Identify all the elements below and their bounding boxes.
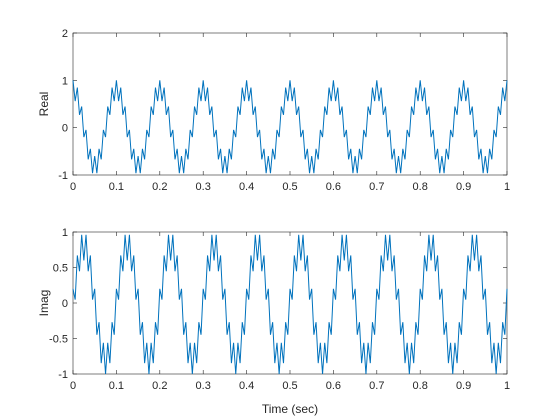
- x-tick-label: 0.3: [196, 181, 211, 193]
- x-tick-label: 1: [504, 181, 510, 193]
- x-tick-label: 0.2: [152, 181, 167, 193]
- plot-area: [72, 231, 508, 375]
- x-tick-label: 0.8: [413, 380, 428, 392]
- y-tick-label: 0: [62, 298, 68, 310]
- x-tick-label: 0.9: [456, 380, 471, 392]
- x-tick-label: 0: [70, 181, 76, 193]
- x-tick-label: 0.4: [239, 181, 254, 193]
- y-axis-label: Imag: [37, 290, 51, 317]
- x-tick-label: 0.6: [326, 380, 341, 392]
- y-tick-label: 0.5: [53, 263, 68, 275]
- y-axis-label: Real: [37, 92, 51, 117]
- x-tick-label: 0.5: [282, 181, 297, 193]
- y-tick-label: -1: [58, 369, 68, 381]
- data-line: [72, 234, 508, 375]
- x-tick-label: 0.2: [152, 380, 167, 392]
- y-tick-label: 1: [62, 227, 68, 239]
- x-tick-label: 0.3: [196, 380, 211, 392]
- x-tick-label: 0.7: [369, 380, 384, 392]
- y-tick-label: -0.5: [49, 334, 68, 346]
- x-tick-label: 0.4: [239, 380, 254, 392]
- plot-area: [72, 32, 508, 176]
- x-tick-label: 0: [70, 380, 76, 392]
- y-tick-label: -1: [58, 170, 68, 182]
- y-tick-label: 2: [62, 28, 68, 40]
- x-tick-label: 0.8: [413, 181, 428, 193]
- x-tick-label: 0.6: [326, 181, 341, 193]
- x-tick-label: 0.9: [456, 181, 471, 193]
- y-tick-label: 0: [62, 123, 68, 135]
- x-tick-label: 0.5: [282, 380, 297, 392]
- x-tick-label: 0.1: [109, 181, 124, 193]
- x-axis-label: Time (sec): [262, 402, 318, 416]
- data-line: [72, 80, 508, 174]
- x-tick-label: 0.7: [369, 181, 384, 193]
- y-tick-label: 1: [62, 75, 68, 87]
- x-tick-label: 0.1: [109, 380, 124, 392]
- x-tick-label: 1: [504, 380, 510, 392]
- axes: 0 0.1 0.2 0.3 0.4 0.5 0.6 0.7 0.8 0.9 1 -1 -0.5 0 0.5 1…: [37, 227, 510, 416]
